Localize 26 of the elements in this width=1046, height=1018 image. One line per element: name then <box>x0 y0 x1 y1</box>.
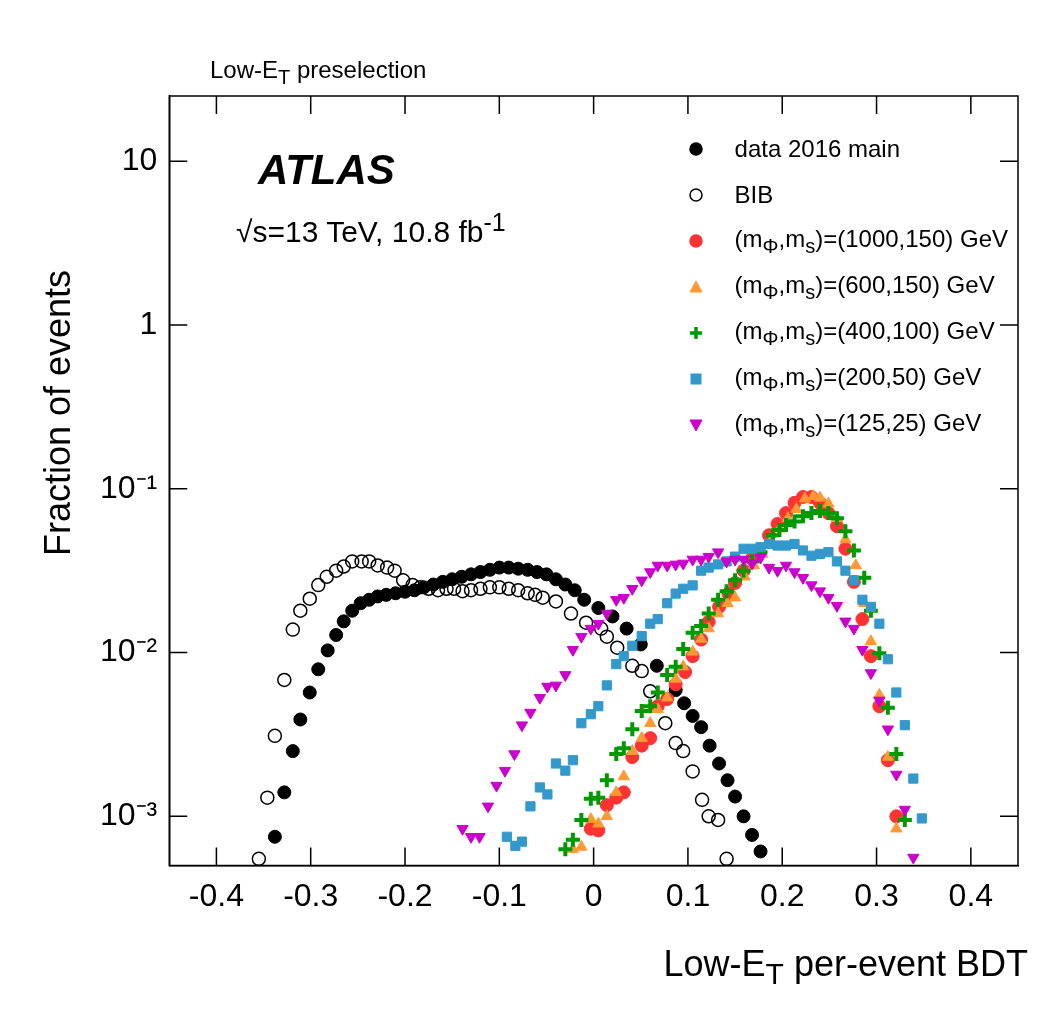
legend-label: (m$_{Φ}$,m$_{s}$)=(200,50) GeV <box>734 362 982 396</box>
annotation: ATLAS <box>258 146 395 194</box>
legend-label: (m$_{Φ}$,m$_{s}$)=(125,25) GeV <box>734 408 982 442</box>
x-tick-label: -0.2 <box>377 876 433 913</box>
x-axis-title: Low-E$_{T}$ per-event BDT <box>663 943 1028 992</box>
x-tick-label: 0 <box>584 876 603 913</box>
y-tick-label: 10⁻³ <box>100 796 158 833</box>
y-axis-title: Fraction of events <box>37 269 79 557</box>
legend-label: (m$_{Φ}$,m$_{s}$)=(600,150) GeV <box>734 270 995 304</box>
legend-label: BIB <box>734 181 774 209</box>
annotation: √s=13 TeV, 10.8 fb$^{-1}$ <box>236 208 506 249</box>
y-tick-label: 10⁻¹ <box>100 468 158 505</box>
x-tick-label: 0.1 <box>665 876 711 913</box>
legend-label: (m$_{Φ}$,m$_{s}$)=(400,100) GeV <box>734 316 995 350</box>
legend-label: (m$_{Φ}$,m$_{s}$)=(1000,150) GeV <box>734 224 1008 258</box>
x-tick-label: 0.4 <box>948 876 994 913</box>
y-tick-label: 10⁻² <box>100 632 158 669</box>
x-tick-label: 0.2 <box>759 876 805 913</box>
x-tick-label: -0.1 <box>471 876 527 913</box>
legend-label: data 2016 main <box>734 135 901 163</box>
x-tick-label: -0.3 <box>283 876 339 913</box>
y-tick-label: 1 <box>139 304 158 341</box>
y-tick-label: 10 <box>121 141 158 177</box>
x-tick-label: -0.4 <box>188 876 244 913</box>
chart-title: Low-E$_{T}$ preselection <box>210 56 427 89</box>
x-tick-label: 0.3 <box>854 876 899 913</box>
